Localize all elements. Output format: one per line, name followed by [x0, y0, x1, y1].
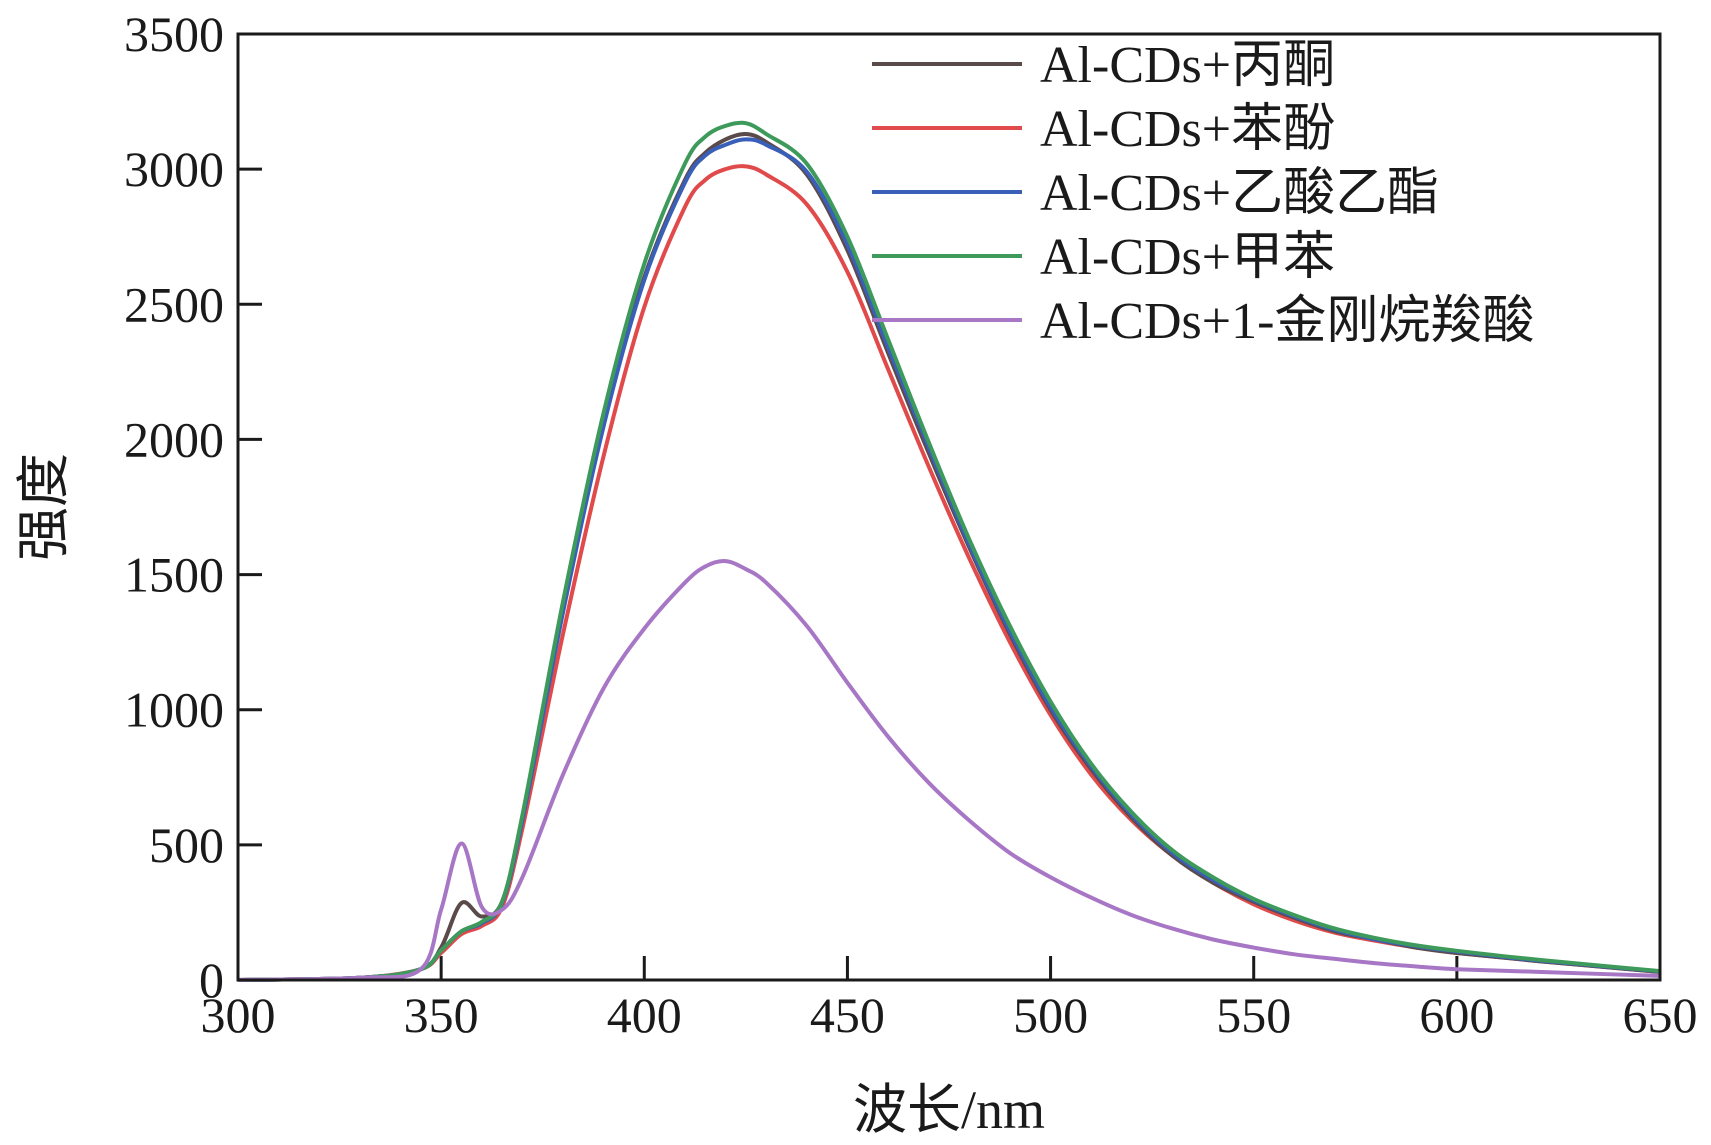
x-tick-label: 550: [1216, 987, 1291, 1043]
x-tick-label: 300: [201, 987, 276, 1043]
y-tick-label: 2500: [124, 276, 224, 332]
y-tick-label: 2000: [124, 411, 224, 467]
y-tick-label: 1000: [124, 682, 224, 738]
x-tick-label: 400: [607, 987, 682, 1043]
series-line-4: [237, 120, 1661, 982]
y-tick-label: 3000: [124, 141, 224, 197]
y-axis-title: 强度: [14, 453, 74, 561]
plot-frame: [236, 32, 1662, 982]
x-axis: 300 350 400 450 500 550 600 650: [201, 956, 1698, 1043]
x-tick-label: 500: [1013, 987, 1088, 1043]
legend-label: Al-CDs+甲苯: [1040, 229, 1335, 286]
series-line-1: [237, 131, 1661, 982]
x-tick-label: 450: [810, 987, 885, 1043]
series-layer: [237, 120, 1661, 982]
y-axis: 0 500 1000 1500 2000 2500 3000 3500: [124, 6, 262, 1008]
legend-label: Al-CDs+乙酸乙酯: [1040, 165, 1439, 222]
series-line-3: [237, 137, 1661, 982]
y-tick-label: 3500: [124, 6, 224, 62]
legend-label: Al-CDs+苯酚: [1040, 101, 1335, 158]
x-tick-label: 350: [404, 987, 479, 1043]
series-line-5: [237, 559, 1661, 982]
legend-label: Al-CDs+1-金刚烷羧酸: [1040, 293, 1534, 350]
x-tick-label: 650: [1623, 987, 1698, 1043]
x-tick-label: 600: [1419, 987, 1494, 1043]
y-tick-label: 0: [199, 952, 224, 1008]
legend-label: Al-CDs+丙酮: [1040, 37, 1335, 94]
y-tick-label: 500: [149, 817, 224, 873]
series-line-2: [237, 164, 1661, 982]
x-axis-title: 波长/nm: [853, 1080, 1045, 1140]
legend: Al-CDs+丙酮 Al-CDs+苯酚 Al-CDs+乙酸乙酯 Al-CDs+甲苯 Al…: [872, 37, 1534, 350]
y-tick-label: 1500: [124, 547, 224, 603]
